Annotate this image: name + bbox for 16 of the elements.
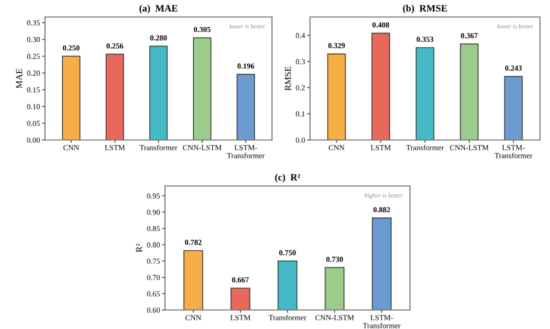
chart-title: (a) MAE [139, 4, 178, 14]
bar [236, 74, 255, 140]
chart-title: (c) R² [275, 174, 300, 183]
bar [460, 44, 478, 140]
y-axis-title: RMSE [284, 66, 291, 91]
bar [327, 53, 346, 140]
bar [149, 46, 168, 140]
y-axis-title: MAE [16, 68, 22, 88]
bar [504, 76, 523, 140]
y-axis-title: R² [136, 244, 142, 252]
bar [372, 32, 390, 140]
chart-title: (b) RMSE [403, 4, 447, 14]
bar [193, 37, 212, 140]
bar [416, 47, 434, 140]
bar [106, 54, 124, 140]
bar [62, 56, 80, 140]
